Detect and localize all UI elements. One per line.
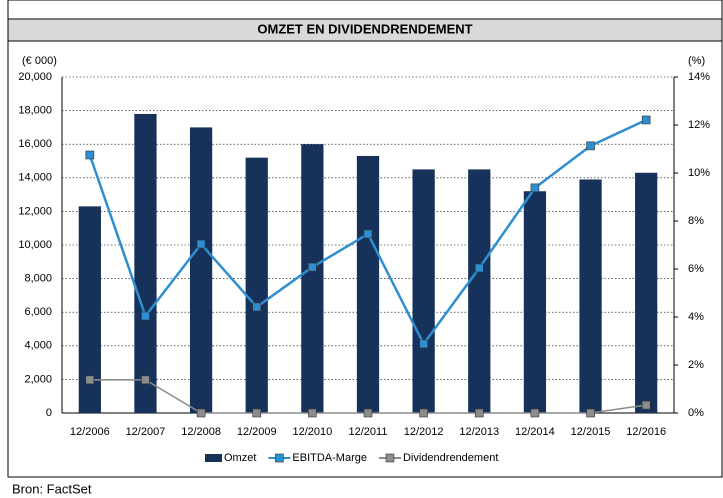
x-tick-label: 12/2012 — [404, 426, 444, 438]
y-tick-label: 0 — [46, 407, 52, 419]
y2-tick-label: 14% — [688, 71, 710, 83]
y-tick-label: 6,000 — [24, 306, 52, 318]
marker — [530, 183, 540, 193]
legend-label: Dividendrendement — [403, 452, 498, 464]
bar — [356, 155, 380, 413]
x-tick-label: 12/2015 — [571, 426, 611, 438]
x-tick-label: 12/2014 — [515, 426, 555, 438]
y2-tick-label: 6% — [688, 263, 704, 275]
y2-axis-label: (%) — [688, 55, 705, 67]
marker — [641, 400, 651, 410]
bar — [189, 127, 213, 414]
bar — [78, 206, 101, 413]
marker — [141, 311, 150, 321]
marker — [641, 115, 651, 125]
y-tick-label: 2,000 — [24, 373, 52, 385]
y2-tick-label: 2% — [688, 359, 704, 371]
frame — [7, 0, 723, 478]
marker — [252, 302, 262, 312]
marker — [586, 141, 595, 151]
marker — [308, 408, 317, 418]
marker — [196, 408, 206, 418]
bar — [134, 113, 157, 414]
y2-tick-label: 0% — [688, 407, 704, 419]
marker — [363, 229, 373, 239]
y2-tick-label: 12% — [688, 119, 710, 131]
chart-title: OMZET EN DIVIDENDRENDEMENT — [257, 21, 472, 36]
legend-label: Omzet — [224, 452, 256, 464]
x-tick-label: 12/2007 — [126, 426, 166, 438]
bar — [523, 191, 547, 413]
x-tick-label: 12/2016 — [626, 426, 666, 438]
y-tick-label: 18,000 — [18, 105, 52, 117]
bar — [468, 169, 491, 413]
marker — [530, 408, 540, 418]
marker — [474, 263, 484, 273]
y2-tick-label: 10% — [688, 167, 710, 179]
marker — [363, 408, 373, 418]
bar — [245, 157, 268, 413]
y-axis-label: (€ 000) — [22, 55, 57, 67]
x-tick-label: 12/2010 — [292, 426, 332, 438]
marker — [141, 375, 150, 385]
marker — [419, 339, 428, 349]
y-tick-label: 12,000 — [18, 205, 52, 217]
y-tick-label: 16,000 — [18, 138, 52, 150]
marker — [196, 239, 206, 249]
y-tick-label: 20,000 — [18, 71, 52, 83]
legend-swatch — [205, 454, 222, 462]
legend-label: EBITDA-Marge — [292, 452, 367, 464]
bar — [301, 144, 324, 413]
source: Bron: FactSet — [12, 481, 92, 496]
marker — [474, 408, 484, 418]
y-tick-label: 10,000 — [18, 239, 52, 251]
x-tick-label: 12/2013 — [459, 426, 499, 438]
bar — [412, 169, 435, 413]
x-tick-label: 12/2006 — [70, 426, 110, 438]
marker — [586, 408, 595, 418]
y2-tick-label: 4% — [688, 311, 704, 323]
marker — [85, 375, 95, 385]
legend-swatch — [275, 453, 284, 463]
legend-swatch — [385, 453, 395, 463]
title-bar — [7, 18, 723, 42]
x-tick-label: 12/2008 — [181, 426, 221, 438]
bar — [635, 172, 658, 413]
y2-tick-label: 8% — [688, 215, 704, 227]
y-tick-label: 8,000 — [24, 273, 52, 285]
marker — [419, 408, 428, 418]
marker — [308, 262, 317, 272]
marker — [85, 150, 95, 160]
y-tick-label: 4,000 — [24, 340, 52, 352]
bar — [579, 179, 602, 413]
x-tick-label: 12/2009 — [237, 426, 277, 438]
marker — [252, 408, 262, 418]
y-tick-label: 14,000 — [18, 172, 52, 184]
x-tick-label: 12/2011 — [349, 426, 388, 438]
